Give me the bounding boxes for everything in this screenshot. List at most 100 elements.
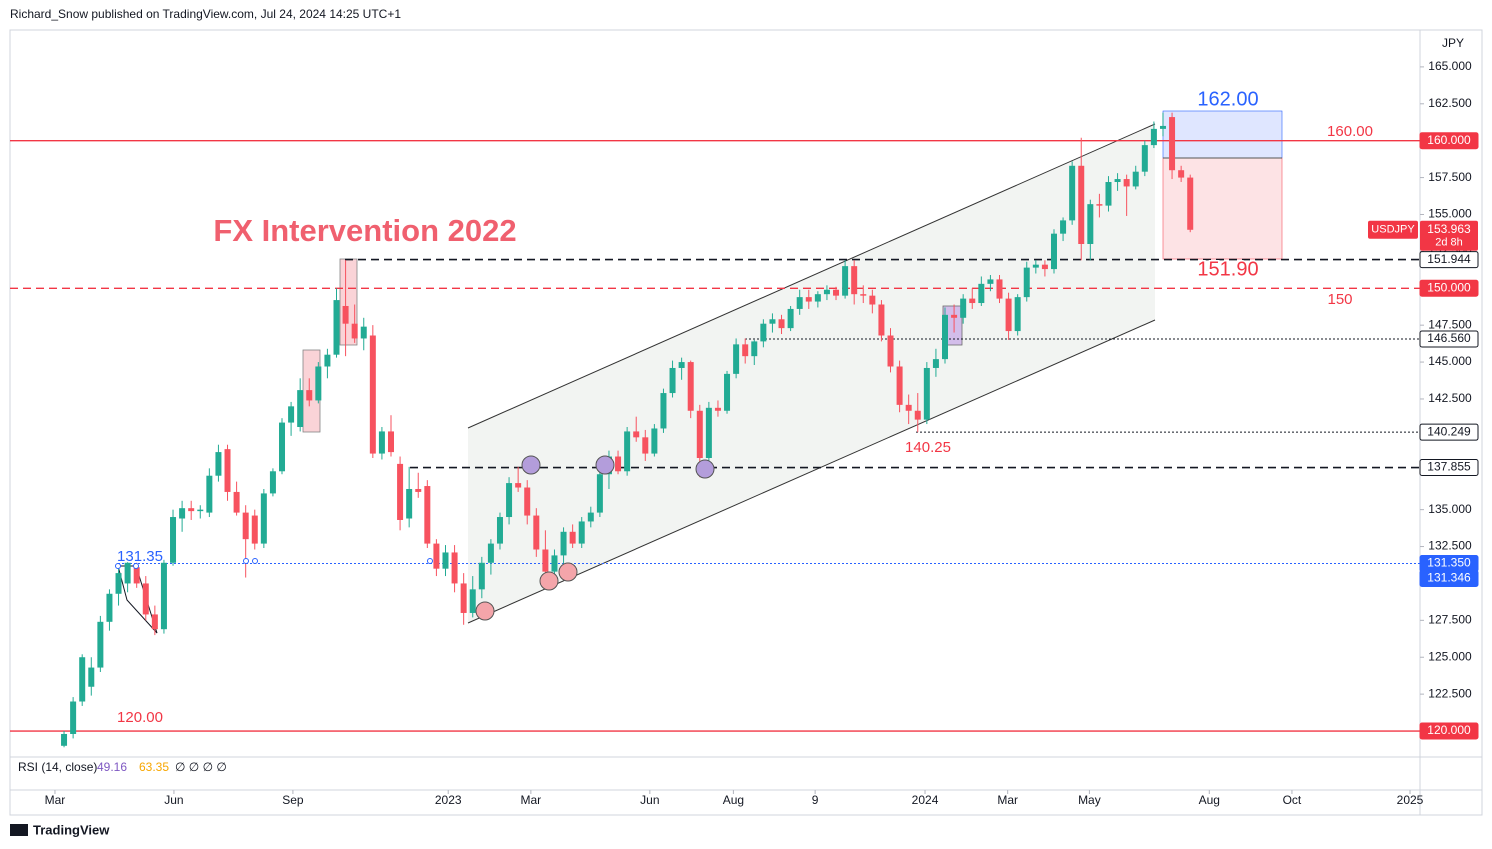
rsi-extra: ∅ ∅ ∅ ∅ [175,760,227,774]
candle-body [1032,264,1039,268]
channel-line [467,319,1156,624]
level-label: 140.249 [1427,424,1471,438]
x-tick-label: Oct [1283,793,1302,807]
candle-body [1060,220,1067,234]
channel-line [467,123,1156,429]
candle-body [369,335,376,454]
candle-body [124,562,131,584]
candle-body [642,437,649,454]
point-marker [252,558,258,564]
x-tick-label: 9 [812,793,819,807]
candle-body [1159,125,1166,129]
candle-body [115,573,122,594]
candle-body [406,488,413,519]
level-box [1419,722,1479,740]
footer-logo: TradingView [33,822,110,837]
candle-body [133,567,140,584]
candle-body [678,362,685,368]
candle-body [1005,298,1012,332]
candle-body [324,354,331,367]
candle-body [1078,165,1085,244]
level-label: 137.855 [1427,460,1471,474]
annotation: 131.35 [117,548,163,565]
y-tick-label: 122.500 [1428,686,1472,700]
pivot-circle [595,455,615,475]
candle-body [696,410,703,458]
candle-body [842,266,849,296]
candle-body [524,487,531,516]
point-marker [243,558,249,564]
point-marker [115,563,121,569]
candle-body [1114,179,1121,183]
candle-body [869,295,876,305]
x-tick-label: 2023 [435,793,462,807]
candle-body [687,362,694,411]
x-tick-label: Mar [45,793,66,807]
y-tick-label: 165.000 [1428,59,1472,73]
candle-body [533,515,540,550]
annotation: 120.00 [117,709,163,726]
candle-body [651,428,658,454]
candle-body [79,657,86,702]
candle-body [206,475,213,513]
pivot-circle [558,562,578,582]
candle-body [70,701,77,734]
candle-body [1141,145,1148,172]
candle-body [224,449,231,492]
candle-body [387,431,394,453]
candle-body [1169,117,1176,171]
candle-body [469,589,476,613]
level-label: 131.350 [1427,556,1471,570]
candle-body [451,552,458,584]
candle-body [796,297,803,309]
y-tick-label: 142.500 [1428,391,1472,405]
candle-body [860,294,867,296]
candle-body [1014,297,1021,332]
x-tick-label: Aug [1199,793,1220,807]
level-box [1419,570,1479,588]
candle-body [551,555,558,572]
candle-body [279,422,286,472]
candle-body [633,431,640,438]
annotation: 160.00 [1327,123,1373,140]
y-tick-label: 125.000 [1428,649,1472,663]
rsi-label: RSI (14, close) [18,760,97,774]
candle-body [932,359,939,368]
candle-body [478,562,485,590]
x-tick-label: Mar [521,793,542,807]
candle-body [942,314,949,360]
candle-body [887,335,894,367]
candle-body [960,298,967,318]
y-tick-label: 147.500 [1428,317,1472,331]
candle-body [1150,128,1157,146]
candle-body [1105,182,1112,206]
y-tick-label: 157.500 [1428,170,1472,184]
candle-body [179,508,186,519]
header: Richard_Snow published on TradingView.co… [10,7,401,21]
candle-body [578,521,585,544]
candle-body [460,583,467,613]
candle-body [97,621,104,668]
candle-body [905,404,912,411]
candle-body [969,298,976,304]
candle-body [269,471,276,494]
candle-body [1096,204,1103,206]
rsi-value: 49.16 [97,760,127,774]
candle-body [760,323,767,342]
candle-body [242,512,249,540]
level-box [1419,279,1479,297]
x-tick-label: Mar [997,793,1018,807]
candle-body [814,294,821,302]
candle-body [442,552,449,569]
candle-body [333,300,340,355]
candle-body [896,366,903,405]
candle-body [433,543,440,569]
candle-body [160,562,167,630]
candle-body [1050,233,1057,270]
pivot-circle [475,601,495,621]
candle-body [378,431,385,454]
symbol-label: USDJPY [1371,224,1415,236]
candle-body [151,614,158,630]
